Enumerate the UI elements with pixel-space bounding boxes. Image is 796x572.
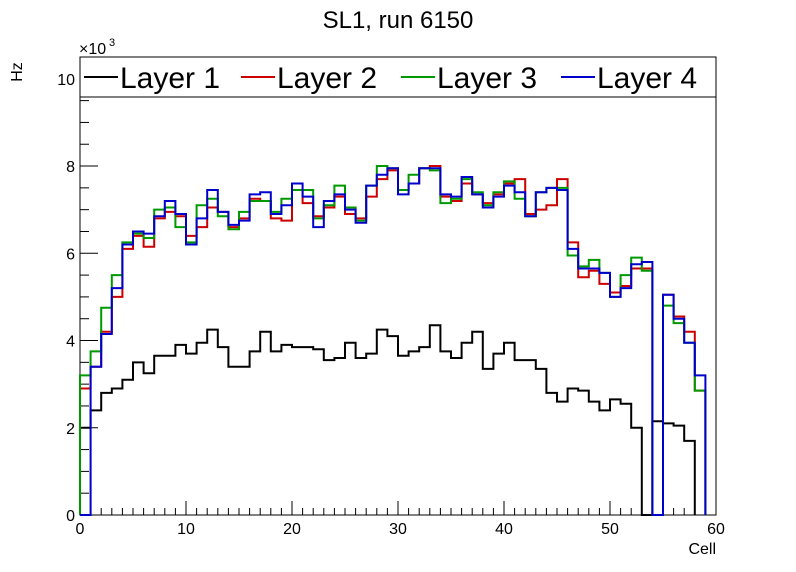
series-layer bbox=[79, 165, 707, 516]
y-tick-label: 8 bbox=[66, 159, 75, 176]
y-axis-ticks: 0 2 4 6 8 10 bbox=[57, 56, 98, 525]
legend-box bbox=[79, 56, 717, 98]
y-exponent-label: ×10 3 bbox=[79, 37, 115, 58]
chart-title: SL1, run 6150 bbox=[323, 7, 474, 34]
series-layer-2 bbox=[79, 165, 707, 516]
y-tick-label: 6 bbox=[66, 246, 75, 263]
series-layer-3 bbox=[79, 165, 707, 516]
legend-label: Layer 3 bbox=[437, 62, 537, 95]
x-tick-label: 50 bbox=[601, 521, 619, 538]
series-line bbox=[79, 165, 707, 516]
y-axis-title: Hz bbox=[9, 62, 26, 82]
y-tick-label: 4 bbox=[66, 334, 75, 351]
y-exponent-base: ×10 bbox=[79, 41, 106, 58]
y-tick-label: 0 bbox=[66, 508, 75, 525]
series-line bbox=[79, 165, 707, 516]
x-tick-label: 60 bbox=[707, 521, 725, 538]
legend-label: Layer 4 bbox=[597, 62, 697, 95]
y-exponent-power: 3 bbox=[109, 37, 115, 49]
x-axis-ticks: 0 10 20 30 40 50 60 bbox=[76, 501, 725, 538]
x-tick-label: 0 bbox=[76, 521, 85, 538]
y-tick-label: 10 bbox=[57, 72, 75, 89]
x-tick-label: 20 bbox=[283, 521, 301, 538]
x-tick-label: 30 bbox=[389, 521, 407, 538]
legend-label: Layer 1 bbox=[120, 62, 220, 95]
x-tick-label: 40 bbox=[495, 521, 513, 538]
y-tick-label: 2 bbox=[66, 421, 75, 438]
series-line bbox=[79, 324, 696, 516]
series-layer-1 bbox=[79, 324, 696, 516]
legend-label: Layer 2 bbox=[277, 62, 377, 95]
series-line bbox=[80, 167, 707, 516]
x-tick-label: 10 bbox=[177, 521, 195, 538]
legend: Layer 1 Layer 2 Layer 3 Layer 4 bbox=[79, 56, 717, 98]
series-layer-4 bbox=[80, 167, 707, 516]
x-axis-title: Cell bbox=[688, 541, 716, 558]
